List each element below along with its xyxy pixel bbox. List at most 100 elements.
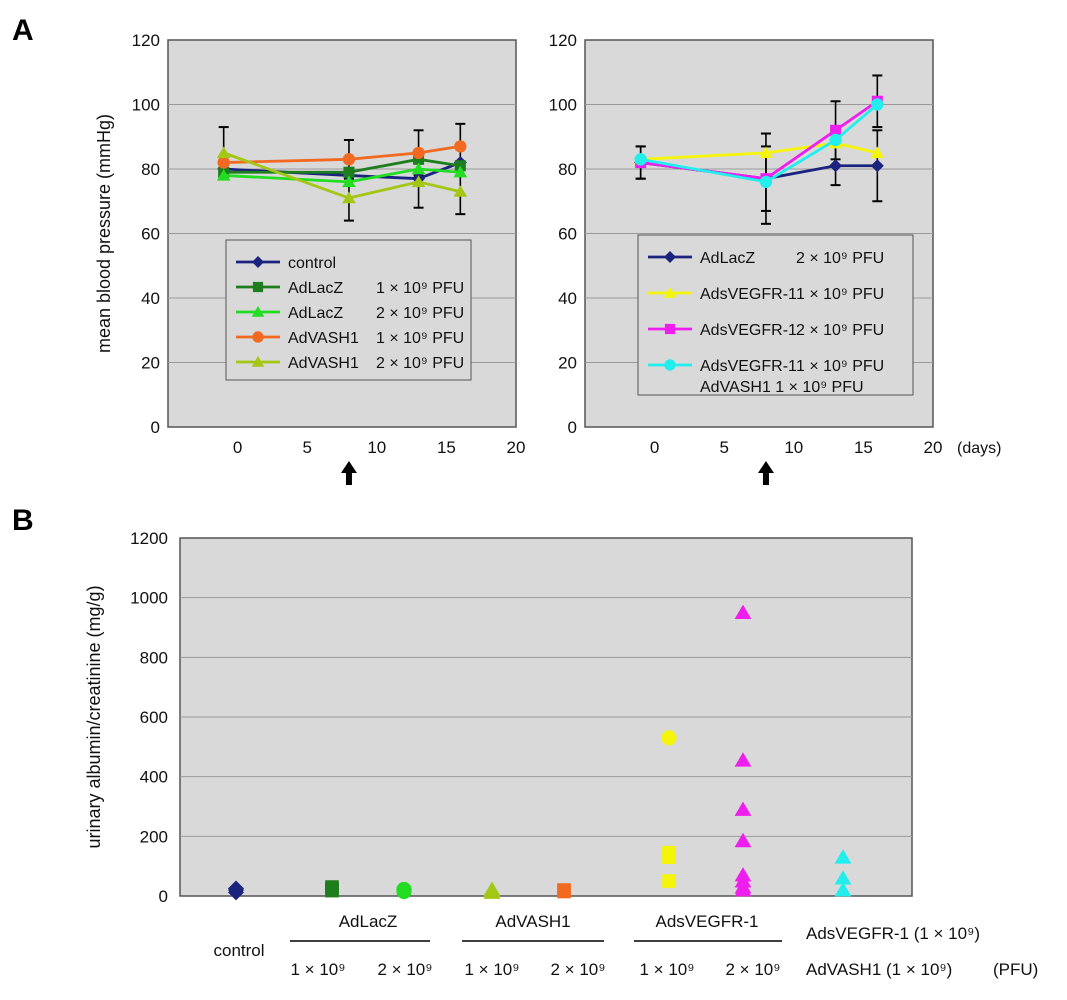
data-point [662,874,676,888]
label-adsvegfr1: AdsVEGFR-1 [656,912,759,931]
y-tick-label: 1200 [130,529,168,548]
data-point [342,191,356,204]
y-tick-label: 80 [141,160,160,179]
arrow-icon [757,461,774,485]
x-tick-label: 5 [302,438,311,457]
y-tick-label: 400 [140,768,168,787]
legend-dose: 2 × 10⁹ PFU [376,305,464,322]
chart-a-left: 0 20 40 60 80 100 120 0 5 10 15 20 mean blood pressu… [94,31,525,485]
data-point [734,752,752,767]
series-line [223,145,461,164]
y-tick-label: 80 [558,160,577,179]
data-point [216,146,231,159]
data-point [759,175,773,189]
legend-marker [251,356,265,367]
data-point [834,870,852,885]
data-point [662,850,676,865]
data-point [454,140,467,153]
label-pfu: (PFU) [993,960,1038,979]
data-point [871,98,884,111]
series-line [223,167,461,184]
legend-marker [663,287,677,298]
data-point [396,881,412,898]
label-dose: 2 × 10⁹ [725,960,780,979]
label-dose: 2 × 10⁹ [550,960,605,979]
data-point [870,159,884,173]
y-tick-label: 40 [558,289,577,308]
x-tick-label: 15 [854,438,873,457]
x-tick-label: 10 [784,438,803,457]
legend-label: AdLacZ [700,250,755,267]
legend-dose: 2 × 10⁹ PFU [376,355,464,372]
y-tick-label: 200 [140,827,168,846]
data-point [325,880,339,894]
label-combo-2: AdVASH1 (1 × 10⁹) [806,960,952,979]
legend-label: AdVASH1 [288,355,359,372]
legend [637,234,914,396]
chart-b: 0 200 400 600 800 1000 1200 urinary albumin/cre… [84,529,1038,979]
y-tick-label: 60 [141,225,160,244]
y-axis-label: urinary albumin/creatinine (mg/g) [84,585,104,848]
label-combo-1: AdsVEGFR-1 (1 × 10⁹) [806,924,980,943]
y-tick-label: 100 [132,96,160,115]
data-point [453,165,468,178]
series-line [640,141,878,161]
y-tick-label: 20 [558,354,577,373]
data-point [342,153,356,166]
legend-label: control [288,255,336,272]
x-tick-label: 10 [367,438,386,457]
data-point [834,882,852,897]
label-dose: 1 × 10⁹ [290,960,345,979]
y-tick-label: 600 [140,708,168,727]
y-tick-label: 20 [141,354,160,373]
label-dose: 2 × 10⁹ [377,960,432,979]
label-control: control [213,941,264,960]
x-tick-label: 20 [507,438,526,457]
x-tick-label: 5 [719,438,728,457]
data-point [734,801,752,816]
x-tick-label: 15 [437,438,456,457]
x-tick-label: 20 [924,438,943,457]
series-line [223,157,461,174]
legend-label: AdsVEGFR-1 [700,358,797,375]
legend-marker [252,281,264,293]
data-point [734,604,752,619]
data-point [216,168,231,181]
x-axis-label: (days) [957,440,1001,457]
legend-label: AdVASH1 [288,330,359,347]
series-line [223,151,461,200]
legend-label: AdLacZ [288,280,343,297]
panel-label-a: A [12,14,34,47]
y-axis-label: mean blood pressure (mmHg) [94,114,114,353]
data-point [829,159,843,173]
panel-label-b: B [12,504,34,537]
data-point [342,175,356,188]
data-point [483,881,501,896]
legend-marker [251,306,265,317]
data-point [830,124,842,136]
legend-label: AdsVEGFR-1 [700,322,797,339]
data-point [759,146,773,159]
data-point [343,166,355,178]
legend-marker [664,251,676,263]
legend-dose: 2 × 10⁹ PFU [796,250,884,267]
series-line [640,103,879,184]
y-tick-label: 100 [549,96,577,115]
y-tick-label: 800 [140,648,168,667]
legend-marker [252,331,264,343]
label-dose: 1 × 10⁹ [639,960,694,979]
legend-dose: 1 × 10⁹ PFU [796,286,884,303]
legend-dose: 1 × 10⁹ PFU [376,280,464,297]
data-point [829,133,842,147]
x-tick-label: 0 [650,438,659,457]
y-tick-label: 40 [141,289,160,308]
y-tick-label: 0 [151,418,160,437]
legend-dose: 1 × 10⁹ PFU [376,330,464,347]
data-point [634,153,647,166]
data-point [734,882,752,897]
legend-marker [252,256,264,268]
x-tick-label: 0 [233,438,242,457]
y-tick-label: 120 [549,31,577,50]
label-adlacz: AdLacZ [339,912,398,931]
